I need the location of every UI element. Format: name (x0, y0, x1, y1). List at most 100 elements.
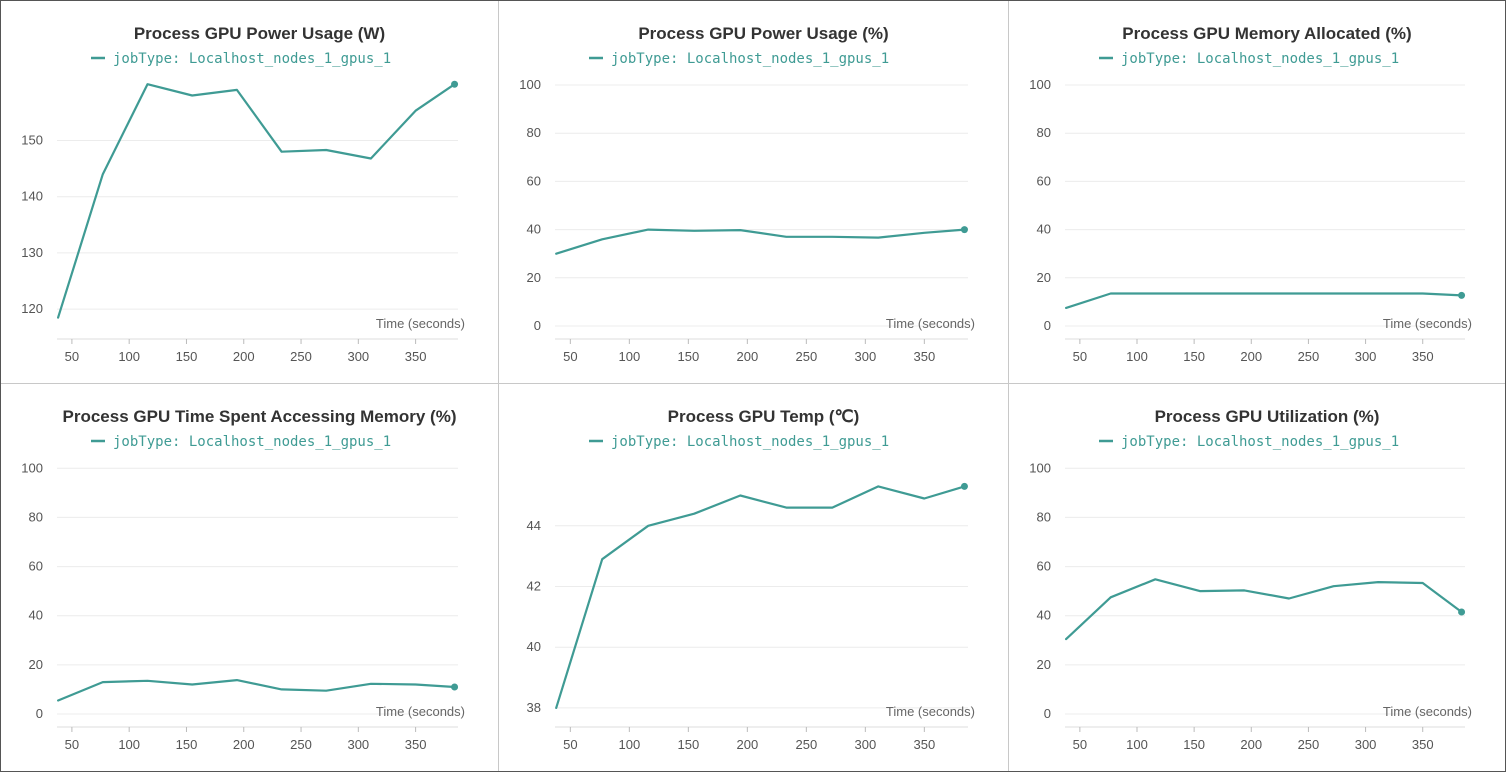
x-axis-label: Time (seconds) (886, 316, 975, 331)
series-end-point (960, 226, 968, 234)
y-tick-label: 20 (29, 657, 43, 672)
y-tick-label: 0 (36, 706, 43, 721)
y-tick-label: 38 (527, 700, 541, 715)
y-tick-label: 100 (519, 77, 541, 92)
y-tick-label: 100 (1029, 460, 1051, 475)
chart-power-percent: Process GPU Power Usage (%) jobType: Loca… (519, 24, 975, 364)
chart-gpu-utilization: Process GPU Utilization (%) jobType: Loca… (1029, 407, 1472, 752)
y-tick-label: 80 (1037, 125, 1051, 140)
x-tick-label: 50 (563, 737, 577, 752)
x-tick-label: 100 (118, 737, 140, 752)
series-end-point (451, 80, 459, 88)
x-tick-label: 150 (176, 737, 198, 752)
x-tick-label: 100 (118, 349, 140, 364)
chart-title: Process GPU Utilization (%) (1155, 407, 1380, 426)
x-tick-label: 250 (795, 349, 817, 364)
x-tick-label: 250 (1298, 737, 1320, 752)
x-tick-label: 200 (233, 737, 255, 752)
y-tick-label: 60 (1037, 173, 1051, 188)
x-tick-label: 200 (1240, 349, 1262, 364)
x-tick-label: 200 (233, 349, 255, 364)
y-tick-label: 40 (1037, 222, 1051, 237)
chart-panel-gpu-temp: Process GPU Temp (℃) jobType: Localhost_n… (499, 384, 1008, 771)
x-axis-label: Time (seconds) (376, 316, 465, 331)
x-tick-label: 100 (1126, 349, 1148, 364)
x-tick-label: 350 (913, 349, 935, 364)
series-line (555, 228, 966, 255)
y-tick-label: 80 (1037, 509, 1051, 524)
chart-panel-memory-allocated: Process GPU Memory Allocated (%) jobType:… (1009, 1, 1505, 383)
chart-title: Process GPU Power Usage (%) (638, 24, 888, 43)
y-tick-label: 20 (527, 270, 541, 285)
legend-label: jobType: Localhost_nodes_1_gpus_1 (611, 51, 889, 67)
x-tick-label: 350 (405, 737, 427, 752)
chart-panel-power-watts: Process GPU Power Usage (W) jobType: Loca… (1, 1, 498, 383)
y-tick-label: 0 (534, 318, 541, 333)
x-tick-label: 350 (1412, 737, 1434, 752)
y-tick-label: 40 (29, 608, 43, 623)
y-tick-label: 60 (29, 559, 43, 574)
chart-title: Process GPU Time Spent Accessing Memory … (63, 407, 457, 426)
chart-gpu-temp: Process GPU Temp (℃) jobType: Localhost_n… (527, 407, 975, 752)
x-tick-label: 150 (1183, 349, 1205, 364)
x-tick-label: 100 (618, 349, 640, 364)
y-tick-label: 0 (1044, 318, 1051, 333)
x-tick-label: 300 (854, 737, 876, 752)
y-tick-label: 100 (21, 460, 43, 475)
x-tick-label: 50 (65, 737, 79, 752)
x-axis-label: Time (seconds) (1383, 704, 1472, 719)
x-axis-label: Time (seconds) (376, 704, 465, 719)
y-tick-label: 140 (21, 189, 43, 204)
x-tick-label: 300 (854, 349, 876, 364)
series-end-point (451, 683, 459, 691)
x-tick-label: 300 (347, 737, 369, 752)
x-tick-label: 300 (1355, 737, 1377, 752)
panel-divider-vertical (498, 1, 499, 771)
x-tick-label: 150 (677, 349, 699, 364)
y-tick-label: 80 (29, 509, 43, 524)
x-tick-label: 250 (1298, 349, 1320, 364)
x-axis-label: Time (seconds) (886, 704, 975, 719)
series-line (56, 83, 456, 319)
x-tick-label: 200 (736, 737, 758, 752)
x-tick-label: 150 (1183, 737, 1205, 752)
series-line (555, 485, 966, 709)
chart-panel-power-percent: Process GPU Power Usage (%) jobType: Loca… (499, 1, 1008, 383)
x-tick-label: 200 (1240, 737, 1262, 752)
panel-divider-vertical (1008, 1, 1009, 771)
x-tick-label: 50 (1073, 737, 1087, 752)
y-tick-label: 60 (527, 173, 541, 188)
y-tick-label: 0 (1044, 706, 1051, 721)
x-tick-label: 200 (736, 349, 758, 364)
y-tick-label: 120 (21, 301, 43, 316)
chart-title: Process GPU Memory Allocated (%) (1122, 24, 1411, 43)
y-tick-label: 42 (527, 579, 541, 594)
legend-label: jobType: Localhost_nodes_1_gpus_1 (113, 51, 391, 67)
x-tick-label: 300 (1355, 349, 1377, 364)
y-tick-label: 100 (1029, 77, 1051, 92)
y-tick-label: 40 (527, 639, 541, 654)
x-tick-label: 350 (1412, 349, 1434, 364)
legend-label: jobType: Localhost_nodes_1_gpus_1 (1121, 434, 1399, 450)
legend-label: jobType: Localhost_nodes_1_gpus_1 (1121, 51, 1399, 67)
series-end-point (1458, 608, 1466, 616)
x-tick-label: 150 (677, 737, 699, 752)
x-tick-label: 300 (347, 349, 369, 364)
y-tick-label: 130 (21, 245, 43, 260)
x-tick-label: 50 (563, 349, 577, 364)
x-tick-label: 250 (290, 349, 312, 364)
x-tick-label: 350 (405, 349, 427, 364)
x-tick-label: 50 (1073, 349, 1087, 364)
x-axis-label: Time (seconds) (1383, 316, 1472, 331)
y-tick-label: 20 (1037, 657, 1051, 672)
legend-label: jobType: Localhost_nodes_1_gpus_1 (113, 434, 391, 450)
x-tick-label: 350 (913, 737, 935, 752)
series-line (56, 679, 456, 702)
chart-power-watts: Process GPU Power Usage (W) jobType: Loca… (21, 24, 465, 364)
series-end-point (960, 482, 968, 490)
chart-title: Process GPU Power Usage (W) (134, 24, 385, 43)
panel-divider-horizontal (1, 383, 1505, 384)
y-tick-label: 80 (527, 125, 541, 140)
chart-panel-memory-access-time: Process GPU Time Spent Accessing Memory … (1, 384, 498, 771)
